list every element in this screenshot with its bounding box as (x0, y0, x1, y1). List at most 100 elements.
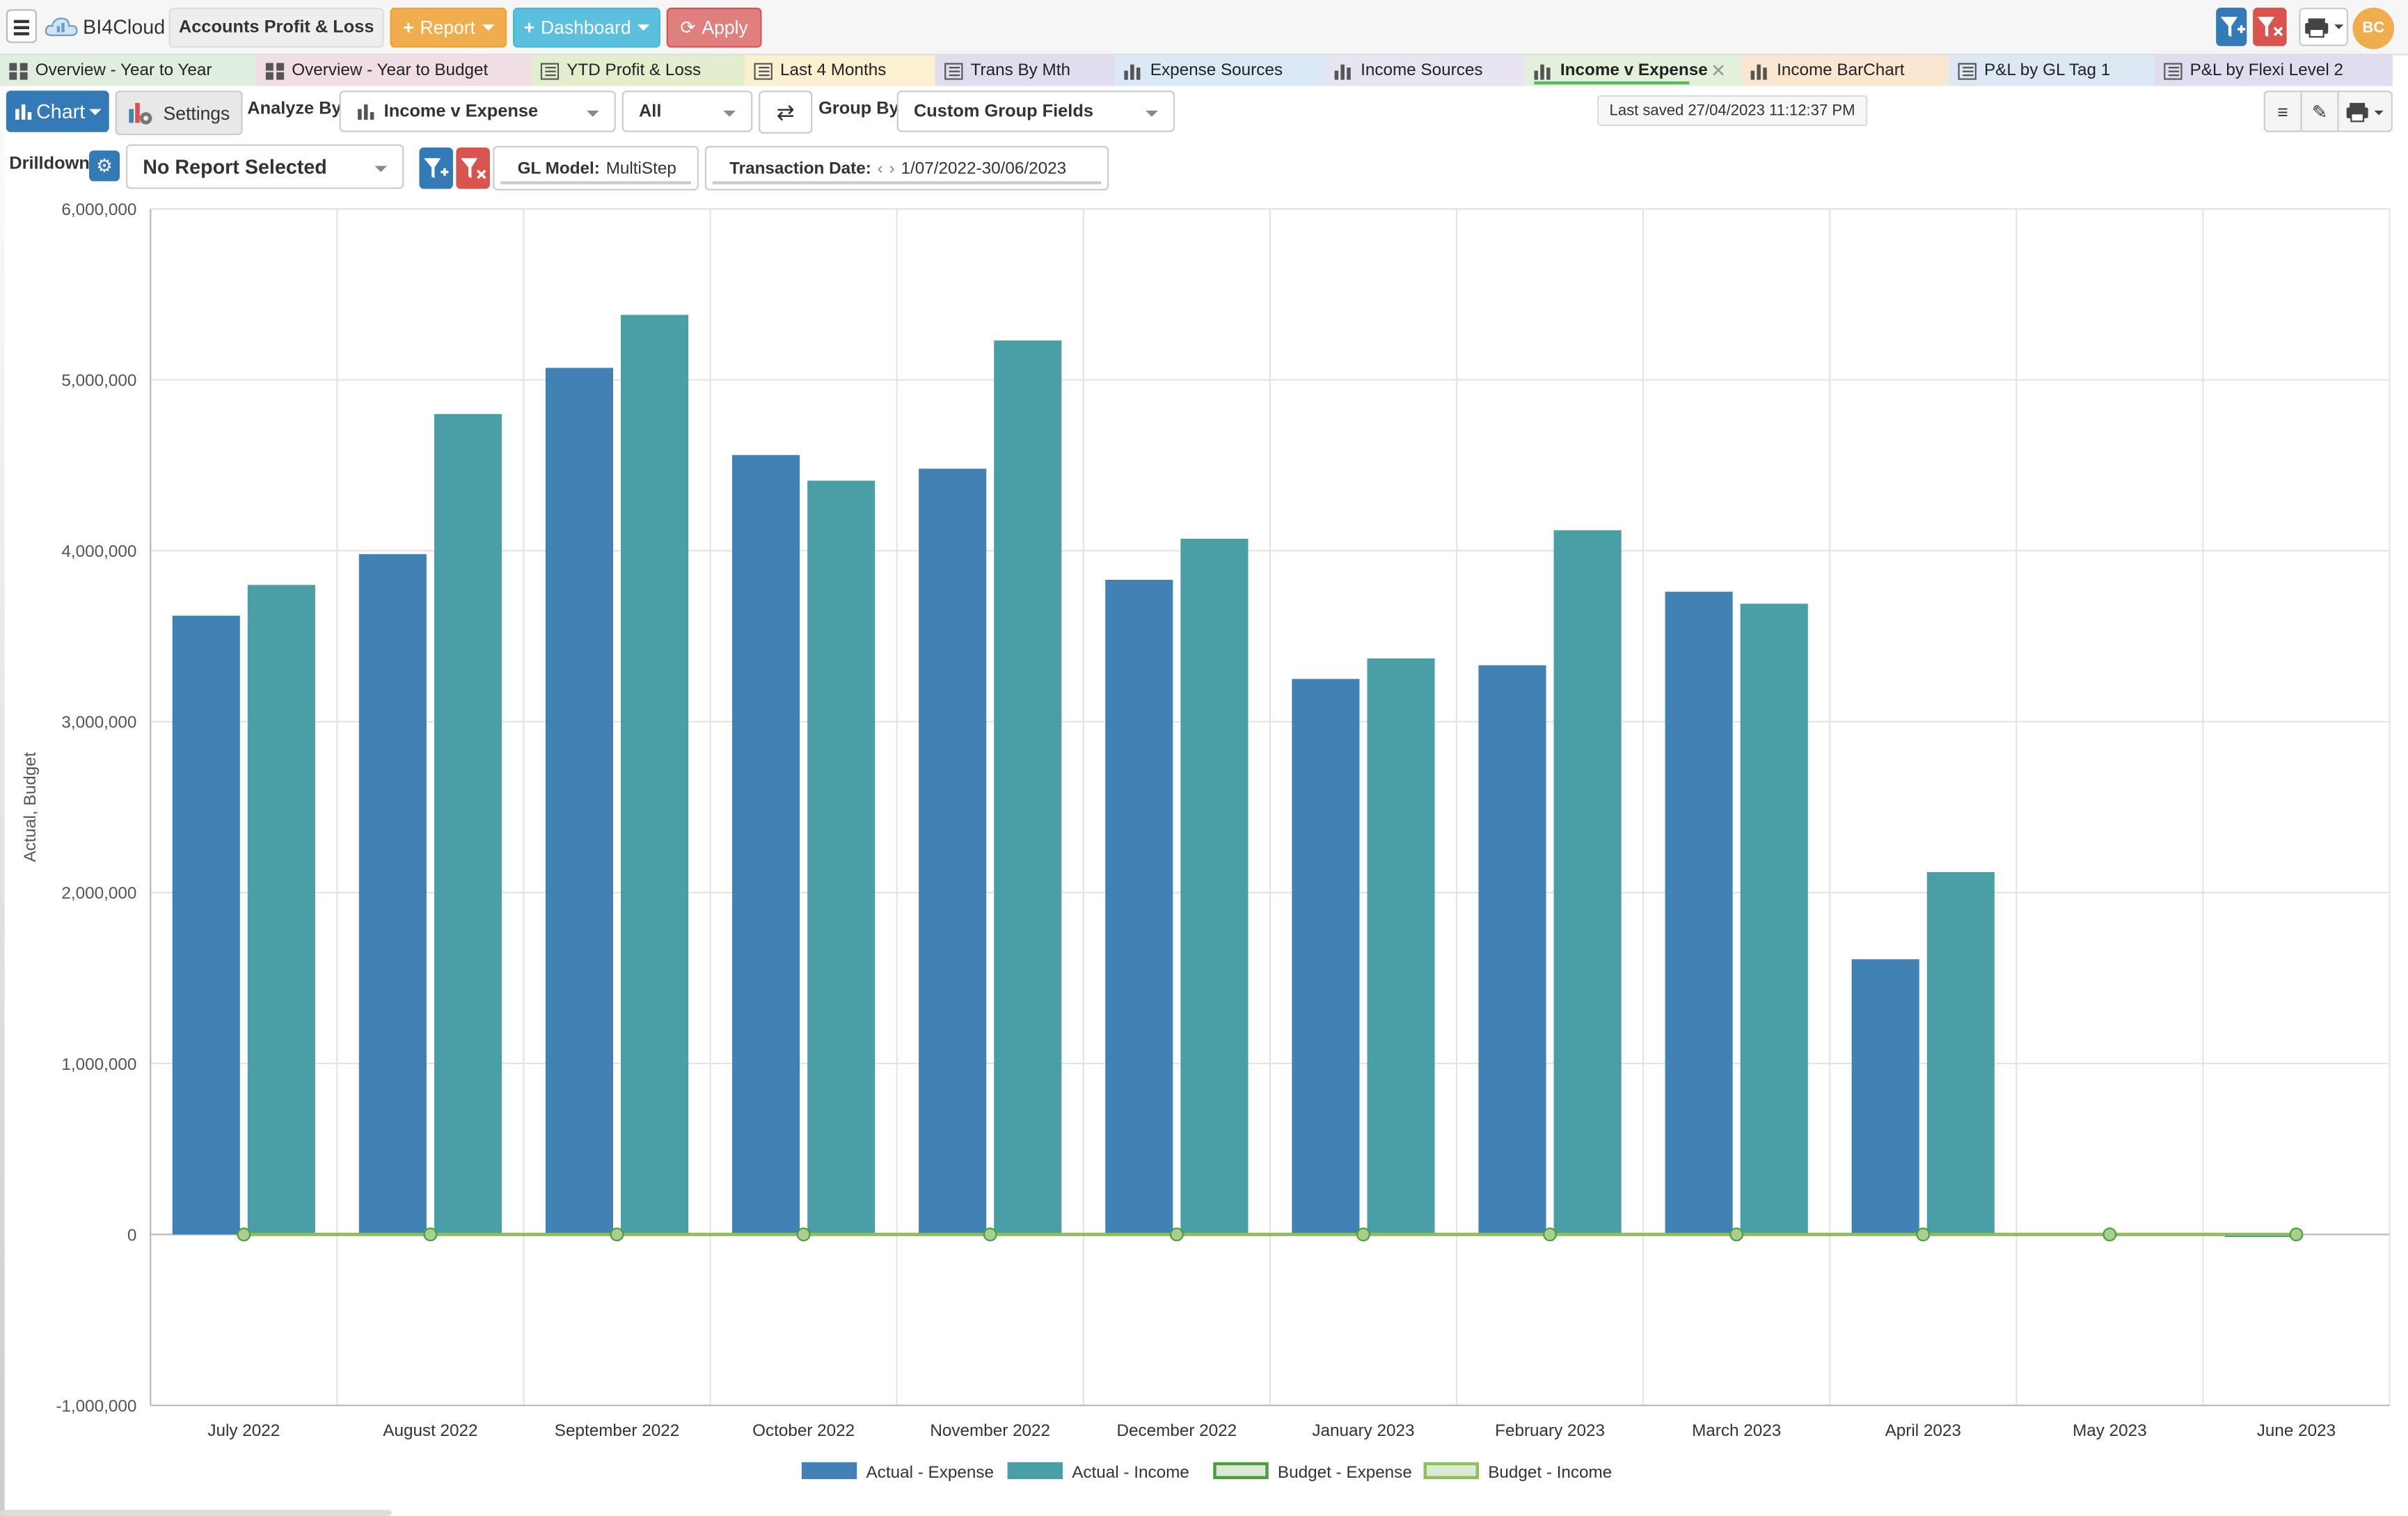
group-by-select[interactable]: Custom Group Fields (896, 90, 1175, 132)
x-tick-label: November 2022 (930, 1421, 1050, 1440)
bar-chart-icon (15, 104, 31, 120)
bar-actual-expense[interactable] (1105, 579, 1173, 1235)
tab-p-l-by-flexi-level-2[interactable]: P&L by Flexi Level 2 (2154, 55, 2393, 86)
x-tick-label: March 2023 (1692, 1421, 1781, 1440)
print-chart-button[interactable] (2339, 92, 2391, 130)
bar-actual-income[interactable] (1180, 539, 1249, 1235)
bar-actual-expense[interactable] (919, 468, 987, 1235)
apply-button[interactable]: ⟳ Apply (666, 8, 762, 48)
filter-select[interactable]: All (621, 90, 753, 132)
bar-actual-expense[interactable] (732, 455, 800, 1235)
view-actions-group: ≡ ✎ (2263, 90, 2393, 132)
tab-last-4-months[interactable]: Last 4 Months (745, 55, 935, 86)
legend-label[interactable]: Budget - Income (1488, 1463, 1612, 1482)
budget-point[interactable] (1356, 1227, 1370, 1242)
gl-model-filter[interactable]: GL Model: MultiStep (493, 145, 699, 191)
swap-axes-button[interactable]: ⇄ (759, 90, 813, 134)
analyze-by-select[interactable]: Income v Expense (339, 90, 616, 132)
legend-swatch (1213, 1462, 1269, 1479)
bar-actual-expense[interactable] (172, 615, 240, 1235)
table-icon (754, 62, 773, 79)
add-filter-button[interactable] (419, 147, 453, 189)
settings-button[interactable]: Settings (115, 90, 243, 136)
chart-view-label: Chart (36, 100, 86, 123)
budget-point[interactable] (796, 1227, 811, 1242)
legend-label[interactable]: Budget - Expense (1278, 1463, 1412, 1482)
bar-actual-expense[interactable] (1851, 959, 1919, 1235)
drilldown-select[interactable]: No Report Selected (125, 144, 404, 189)
tab-ytd-profit-loss[interactable]: YTD Profit & Loss (531, 55, 745, 86)
filter-value: All (638, 102, 662, 121)
bar-actual-expense[interactable] (1292, 679, 1360, 1235)
table-icon (944, 62, 963, 79)
budget-point[interactable] (423, 1227, 438, 1242)
add-filter-button[interactable] (2216, 8, 2247, 47)
bar-actual-income[interactable] (1740, 603, 1808, 1235)
chevron-right-icon[interactable]: › (889, 159, 895, 177)
x-tick-label: June 2023 (2257, 1421, 2336, 1440)
report-button[interactable]: + Report (390, 8, 507, 48)
tab-overview-year-to-year[interactable]: Overview - Year to Year (0, 55, 257, 86)
dashboard-button[interactable]: + Dashboard (513, 8, 660, 48)
bar-actual-income[interactable] (1553, 530, 1622, 1235)
tab-income-v-expense[interactable]: Income v Expense ✕ (1525, 55, 1742, 86)
bar-actual-income[interactable] (434, 413, 502, 1235)
bar-actual-expense[interactable] (545, 368, 613, 1235)
bar-actual-income[interactable] (621, 315, 689, 1235)
close-tab-icon[interactable]: ✕ (1711, 60, 1727, 81)
budget-point[interactable] (2289, 1227, 2304, 1242)
remove-filter-button[interactable] (2253, 8, 2287, 47)
legend-label[interactable]: Actual - Expense (866, 1463, 994, 1482)
table-icon (1958, 62, 1977, 79)
tab-label: P&L by GL Tag 1 (1983, 61, 2111, 80)
remove-filter-button[interactable] (456, 147, 490, 189)
chevron-left-icon[interactable]: ‹ (877, 159, 883, 177)
bar-actual-expense[interactable] (1478, 665, 1546, 1235)
x-tick-label: December 2022 (1117, 1421, 1237, 1440)
y-tick-label: -1,000,000 (56, 1397, 136, 1416)
budget-point[interactable] (1916, 1227, 1931, 1242)
y-tick-label: 6,000,000 (61, 200, 136, 219)
transaction-date-filter[interactable]: Transaction Date: ‹ › 1/07/2022-30/06/20… (704, 145, 1109, 191)
tab-income-sources[interactable]: Income Sources (1325, 55, 1526, 86)
tab-label: Expense Sources (1150, 61, 1283, 80)
tab-trans-by-mth[interactable]: Trans By Mth (935, 55, 1116, 86)
bar-actual-income[interactable] (807, 480, 876, 1235)
user-avatar[interactable]: BC (2352, 8, 2395, 49)
budget-point[interactable] (2102, 1227, 2117, 1242)
horizontal-scrollbar[interactable] (0, 1510, 392, 1516)
tab-overview-year-to-budget[interactable]: Overview - Year to Budget (256, 55, 532, 86)
printer-icon (2305, 18, 2344, 38)
dashboard-icon (265, 62, 285, 79)
budget-point[interactable] (237, 1227, 251, 1242)
budget-point[interactable] (610, 1227, 624, 1242)
legend-label[interactable]: Actual - Income (1072, 1463, 1189, 1482)
bar-actual-expense[interactable] (358, 554, 427, 1235)
menu-icon[interactable] (6, 9, 37, 43)
report-title-button[interactable]: Accounts Profit & Loss (168, 8, 384, 48)
top-toolbar: BI4Cloud Accounts Profit & Loss + Report … (0, 0, 2408, 56)
bar-actual-income[interactable] (1367, 658, 1435, 1235)
x-tick-label: August 2022 (383, 1421, 477, 1440)
bar-actual-income[interactable] (247, 585, 315, 1235)
chevron-down-icon (723, 110, 736, 117)
budget-point[interactable] (1543, 1227, 1557, 1242)
filter-add-icon (2220, 17, 2246, 37)
bar-actual-income[interactable] (994, 340, 1062, 1235)
drilldown-settings-button[interactable]: ⚙ (88, 150, 120, 182)
tab-income-barchart[interactable]: Income BarChart (1741, 55, 1949, 86)
tab-p-l-by-gl-tag-1[interactable]: P&L by GL Tag 1 (1949, 55, 2155, 86)
budget-point[interactable] (1729, 1227, 1744, 1242)
edit-button[interactable]: ✎ (2302, 92, 2339, 131)
chart-view-button[interactable]: Chart (6, 90, 109, 132)
print-menu-button[interactable] (2299, 8, 2348, 47)
bar-actual-expense[interactable] (1665, 592, 1733, 1235)
chevron-down-icon (481, 24, 494, 31)
sort-button[interactable]: ≡ (2265, 92, 2302, 131)
tab-expense-sources[interactable]: Expense Sources (1115, 55, 1326, 86)
chevron-down-icon (586, 110, 599, 117)
bar-actual-income[interactable] (1926, 871, 1995, 1235)
budget-point[interactable] (1169, 1227, 1184, 1242)
pencil-icon: ✎ (2312, 100, 2328, 123)
budget-point[interactable] (983, 1227, 997, 1242)
